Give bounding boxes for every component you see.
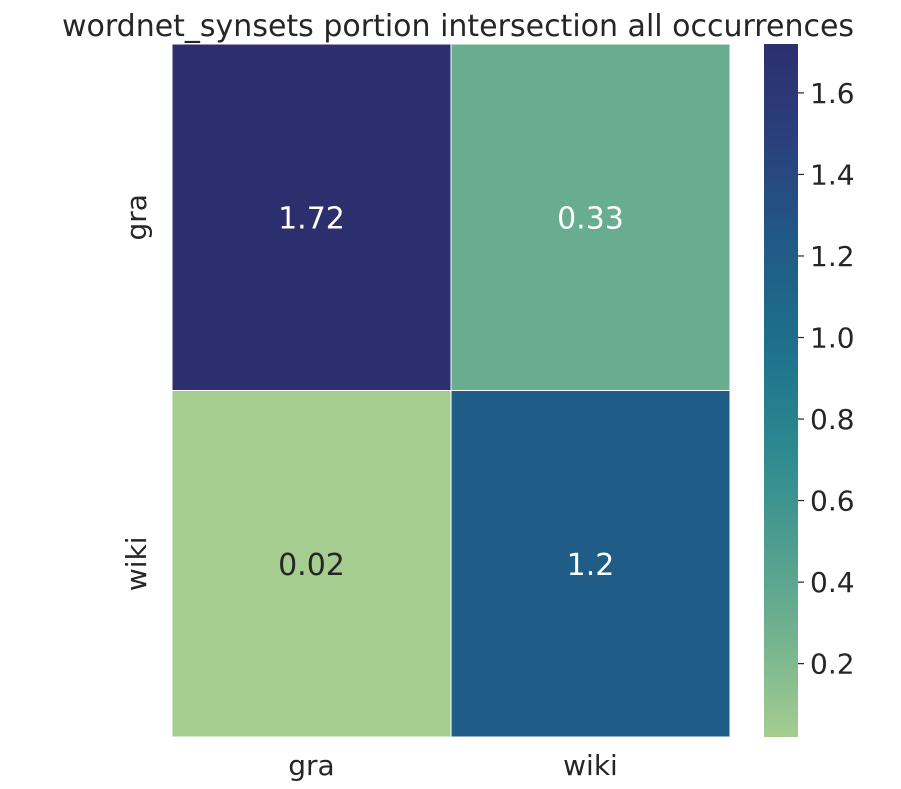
colorbar-tick-label: 1.4: [810, 158, 855, 191]
colorbar-tick-label: 1.0: [810, 322, 855, 355]
cell-value-label: 1.2: [567, 548, 615, 583]
colorbar-tick-label: 0.8: [810, 403, 855, 436]
y-axis-ticks: gra wiki: [120, 194, 153, 591]
heatmap-cells: 1.72 0.33 0.02 1.2: [171, 43, 731, 738]
x-tick-label: wiki: [563, 749, 618, 782]
colorbar: 0.2 0.4 0.6 0.8 1.0 1.2 1.4 1.6: [764, 44, 855, 737]
heatmap-cell-wiki-gra: [171, 390, 452, 738]
heatmap-cell-wiki-wiki: [450, 390, 731, 738]
x-axis-ticks: gra wiki: [288, 749, 618, 782]
chart-title: wordnet_synsets portion intersection all…: [62, 9, 854, 44]
cell-value-label: 0.02: [278, 548, 345, 583]
colorbar-tick-label: 1.2: [810, 240, 855, 273]
heatmap-cell-gra-wiki: [450, 43, 731, 391]
x-tick-label: gra: [288, 749, 334, 782]
y-tick-label: gra: [120, 194, 153, 240]
colorbar-tick-label: 0.6: [810, 485, 855, 518]
cell-value-label: 1.72: [278, 201, 345, 236]
colorbar-ticks: 0.2 0.4 0.6 0.8 1.0 1.2 1.4 1.6: [798, 77, 855, 681]
colorbar-tick-label: 1.6: [810, 77, 855, 110]
colorbar-tick-label: 0.2: [810, 648, 855, 681]
cell-value-label: 0.33: [557, 201, 624, 236]
y-tick-label: wiki: [120, 536, 153, 591]
heatmap-cell-gra-gra: [171, 43, 452, 391]
colorbar-tick-label: 0.4: [810, 566, 855, 599]
colorbar-gradient: [764, 44, 798, 737]
